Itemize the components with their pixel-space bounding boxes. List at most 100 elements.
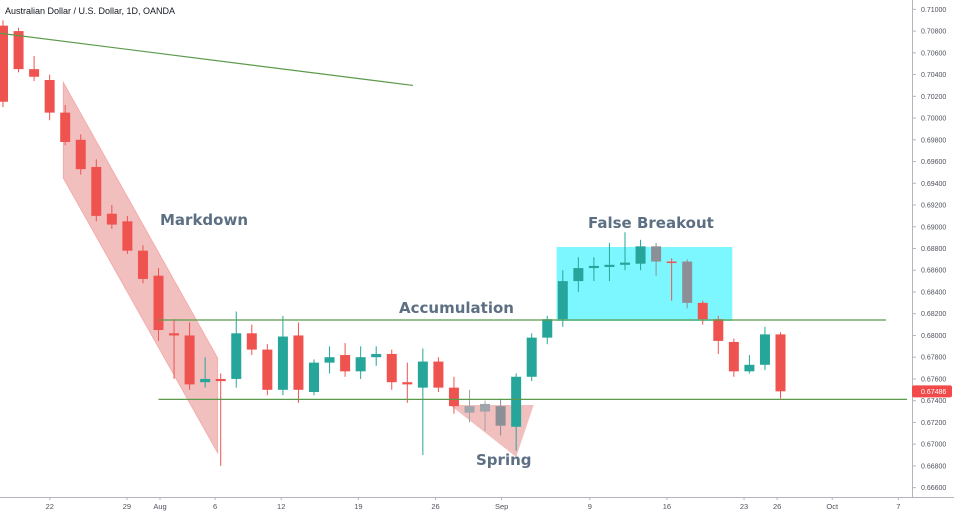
candle-body (464, 406, 475, 413)
candle-body (402, 382, 413, 385)
candle-body (246, 333, 257, 350)
candle-body (759, 334, 770, 365)
candle (200, 357, 211, 388)
candle (511, 373, 522, 451)
y-tick-label: 0.68200 (921, 311, 946, 318)
candle-body (44, 80, 55, 113)
chart-title: Australian Dollar / U.S. Dollar, 1D, OAN… (5, 6, 175, 16)
candle-body (60, 112, 71, 142)
x-tick-label: Sep (495, 502, 508, 511)
x-tick-label: 12 (277, 502, 285, 511)
y-tick-label: 0.68400 (921, 289, 946, 296)
candle (75, 134, 86, 175)
candle-body (635, 246, 646, 264)
candle (355, 346, 366, 379)
candle-body (29, 69, 40, 77)
candle (775, 332, 786, 399)
candle (464, 389, 475, 423)
candle-body (651, 246, 662, 262)
candle (184, 322, 195, 390)
candle (277, 315, 288, 396)
y-tick-label: 0.69200 (921, 203, 946, 210)
y-tick-label: 0.70000 (921, 116, 946, 123)
annotation-markdown: Markdown (160, 211, 248, 229)
y-tick-label: 0.70600 (921, 50, 946, 57)
candle-body (231, 333, 242, 379)
candle (573, 257, 584, 292)
annotation-shapes (62, 80, 733, 457)
candle (759, 326, 770, 371)
candle-body (620, 262, 630, 265)
y-tick-label: 0.66600 (921, 485, 946, 492)
candle (137, 245, 148, 284)
candle-body (511, 376, 522, 427)
candle (309, 359, 319, 396)
y-tick-label: 0.69000 (921, 224, 946, 231)
candle (433, 357, 444, 392)
candle-body (122, 221, 133, 251)
candle (153, 268, 164, 341)
candle (246, 324, 257, 356)
candle (13, 27, 24, 73)
candle-body (666, 261, 677, 264)
last-price-label: 0.67486 (921, 389, 946, 396)
candle (122, 215, 133, 254)
candle-body (480, 403, 491, 412)
candle-body (340, 355, 351, 372)
candle-body (13, 31, 24, 70)
y-tick-label: 0.67800 (921, 355, 946, 362)
candle-body (433, 361, 444, 388)
x-tick-label: 26 (773, 502, 781, 511)
candle-body (557, 281, 568, 320)
y-tick-label: 0.68000 (921, 333, 946, 340)
y-tick-label: 0.67200 (921, 420, 946, 427)
candle (106, 205, 117, 229)
candle-body (386, 353, 397, 383)
y-tick-label: 0.71000 (921, 7, 946, 14)
candle (635, 239, 646, 271)
y-tick-label: 0.67600 (921, 376, 946, 383)
candle (371, 346, 382, 366)
annotation-spring: Spring (476, 451, 532, 469)
x-tick-label: Oct (826, 502, 839, 511)
candle-body (75, 139, 86, 170)
candle (417, 348, 428, 456)
candle-body (573, 268, 584, 282)
x-tick-label: 26 (431, 502, 439, 511)
candle (666, 258, 677, 301)
x-tick-label: 29 (123, 502, 131, 511)
candle (324, 346, 335, 374)
candle (29, 56, 40, 82)
x-tick-label: 6 (213, 502, 217, 511)
candle-body (744, 364, 755, 372)
candle-body (262, 349, 273, 390)
candle-body (200, 378, 211, 383)
candle (588, 257, 599, 282)
candle (697, 300, 708, 325)
candle-body (713, 319, 724, 341)
annotation-accumulation: Accumulation (399, 299, 514, 317)
x-axis: 22 29 Aug 6 12 19 26 Sep 9 16 23 26 Oct 7 (46, 497, 900, 511)
y-tick-label: 0.69600 (921, 159, 946, 166)
x-tick-label: 23 (740, 502, 748, 511)
candle-body (324, 357, 335, 363)
candle (402, 362, 413, 403)
candle (60, 105, 71, 146)
candle-body (495, 406, 506, 426)
y-axis: 0.71000 0.70800 0.70600 0.70400 0.70200 0.700… (0, 0, 954, 498)
trend-lines (0, 32, 907, 400)
candle (651, 243, 662, 276)
x-tick-label: 9 (588, 502, 592, 511)
candle-body (106, 213, 117, 225)
candle-body (775, 334, 786, 392)
x-tick-label: 22 (46, 502, 54, 511)
candle (620, 232, 630, 271)
candle-series (0, 20, 786, 466)
y-tick-label: 0.70200 (921, 94, 946, 101)
candle-body (215, 378, 226, 382)
y-tick-label: 0.70800 (921, 29, 946, 36)
candle-body (448, 387, 459, 407)
y-tick-label: 0.69400 (921, 181, 946, 188)
candle (557, 270, 568, 327)
